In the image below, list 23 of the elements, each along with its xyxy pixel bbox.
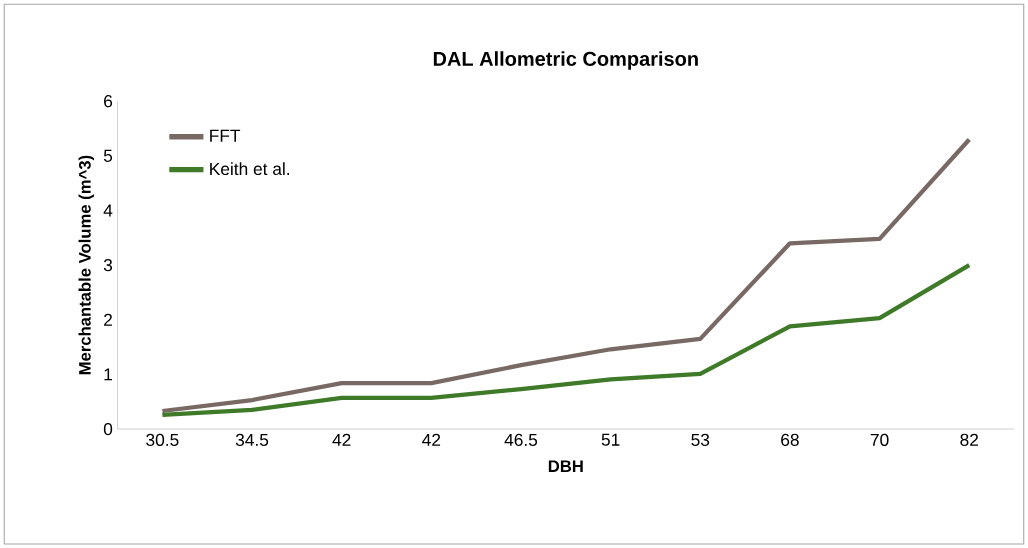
y-tick-label: 5: [103, 149, 113, 162]
x-tick-label: 82: [960, 433, 978, 446]
x-tick-label: 42: [332, 433, 351, 446]
x-tick-label: 51: [601, 433, 620, 446]
y-tick-label: 2: [104, 313, 112, 326]
y-tick-label: 6: [104, 94, 113, 108]
line-series: [160, 262, 972, 417]
x-tick-label: 34.5: [235, 433, 269, 446]
x-axis-title: DBH: [548, 460, 583, 472]
x-tick-label: 42: [422, 433, 441, 446]
x-tick-label: 70: [870, 433, 889, 446]
y-tick-label: 0: [103, 422, 113, 436]
legend-label: Keith et al.: [210, 162, 290, 175]
x-tick-label: 68: [781, 433, 799, 446]
chart-title: DAL Allometric Comparison: [433, 51, 698, 70]
y-tick-label: 1: [104, 368, 112, 381]
x-tick-label: 53: [691, 433, 710, 446]
y-tick-label: 3: [103, 258, 113, 272]
x-tick-label: 30.5: [146, 433, 179, 446]
y-tick-label: 4: [103, 204, 113, 217]
legend-label: FFT: [210, 129, 241, 142]
y-axis-title: Merchantable Volume (m^3): [78, 155, 95, 375]
x-tick-label: 46.5: [504, 433, 538, 446]
